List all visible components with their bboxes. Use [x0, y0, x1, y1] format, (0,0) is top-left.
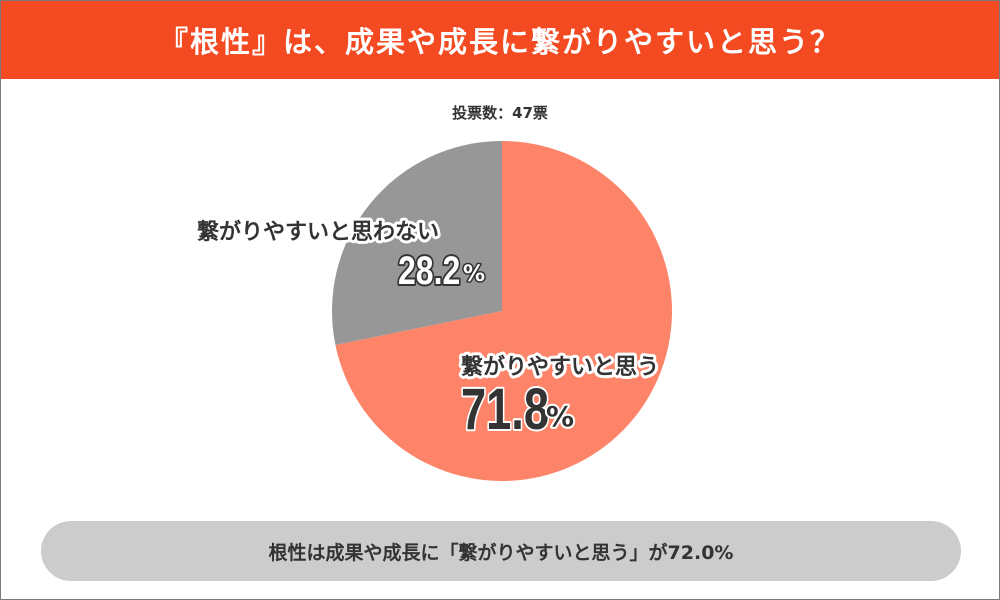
chart-title: 『根性』は、成果や成長に繋がりやすいと思う？ — [158, 25, 841, 59]
slice-value-disagree: 28.2 — [398, 248, 460, 293]
pie-slice-agree — [335, 141, 673, 481]
pie-slice-disagree — [332, 141, 502, 345]
slice-unit-disagree: % — [463, 262, 485, 287]
slice-unit-agree: % — [546, 400, 574, 433]
slice-label-agree: 繋がりやすいと思う — [461, 354, 659, 380]
summary-banner: 根性は成果や成長に「繋がりやすいと思う」が72.0% — [41, 521, 961, 581]
vote-count: 投票数：47票 — [452, 104, 548, 122]
slice-label-disagree: 繋がりやすいと思わない — [197, 219, 439, 245]
slice-value-agree: 71.8 — [461, 378, 549, 443]
summary-text: 根性は成果や成長に「繋がりやすいと思う」が72.0% — [268, 541, 734, 564]
header-bar: 『根性』は、成果や成長に繋がりやすいと思う？ — [1, 1, 999, 79]
